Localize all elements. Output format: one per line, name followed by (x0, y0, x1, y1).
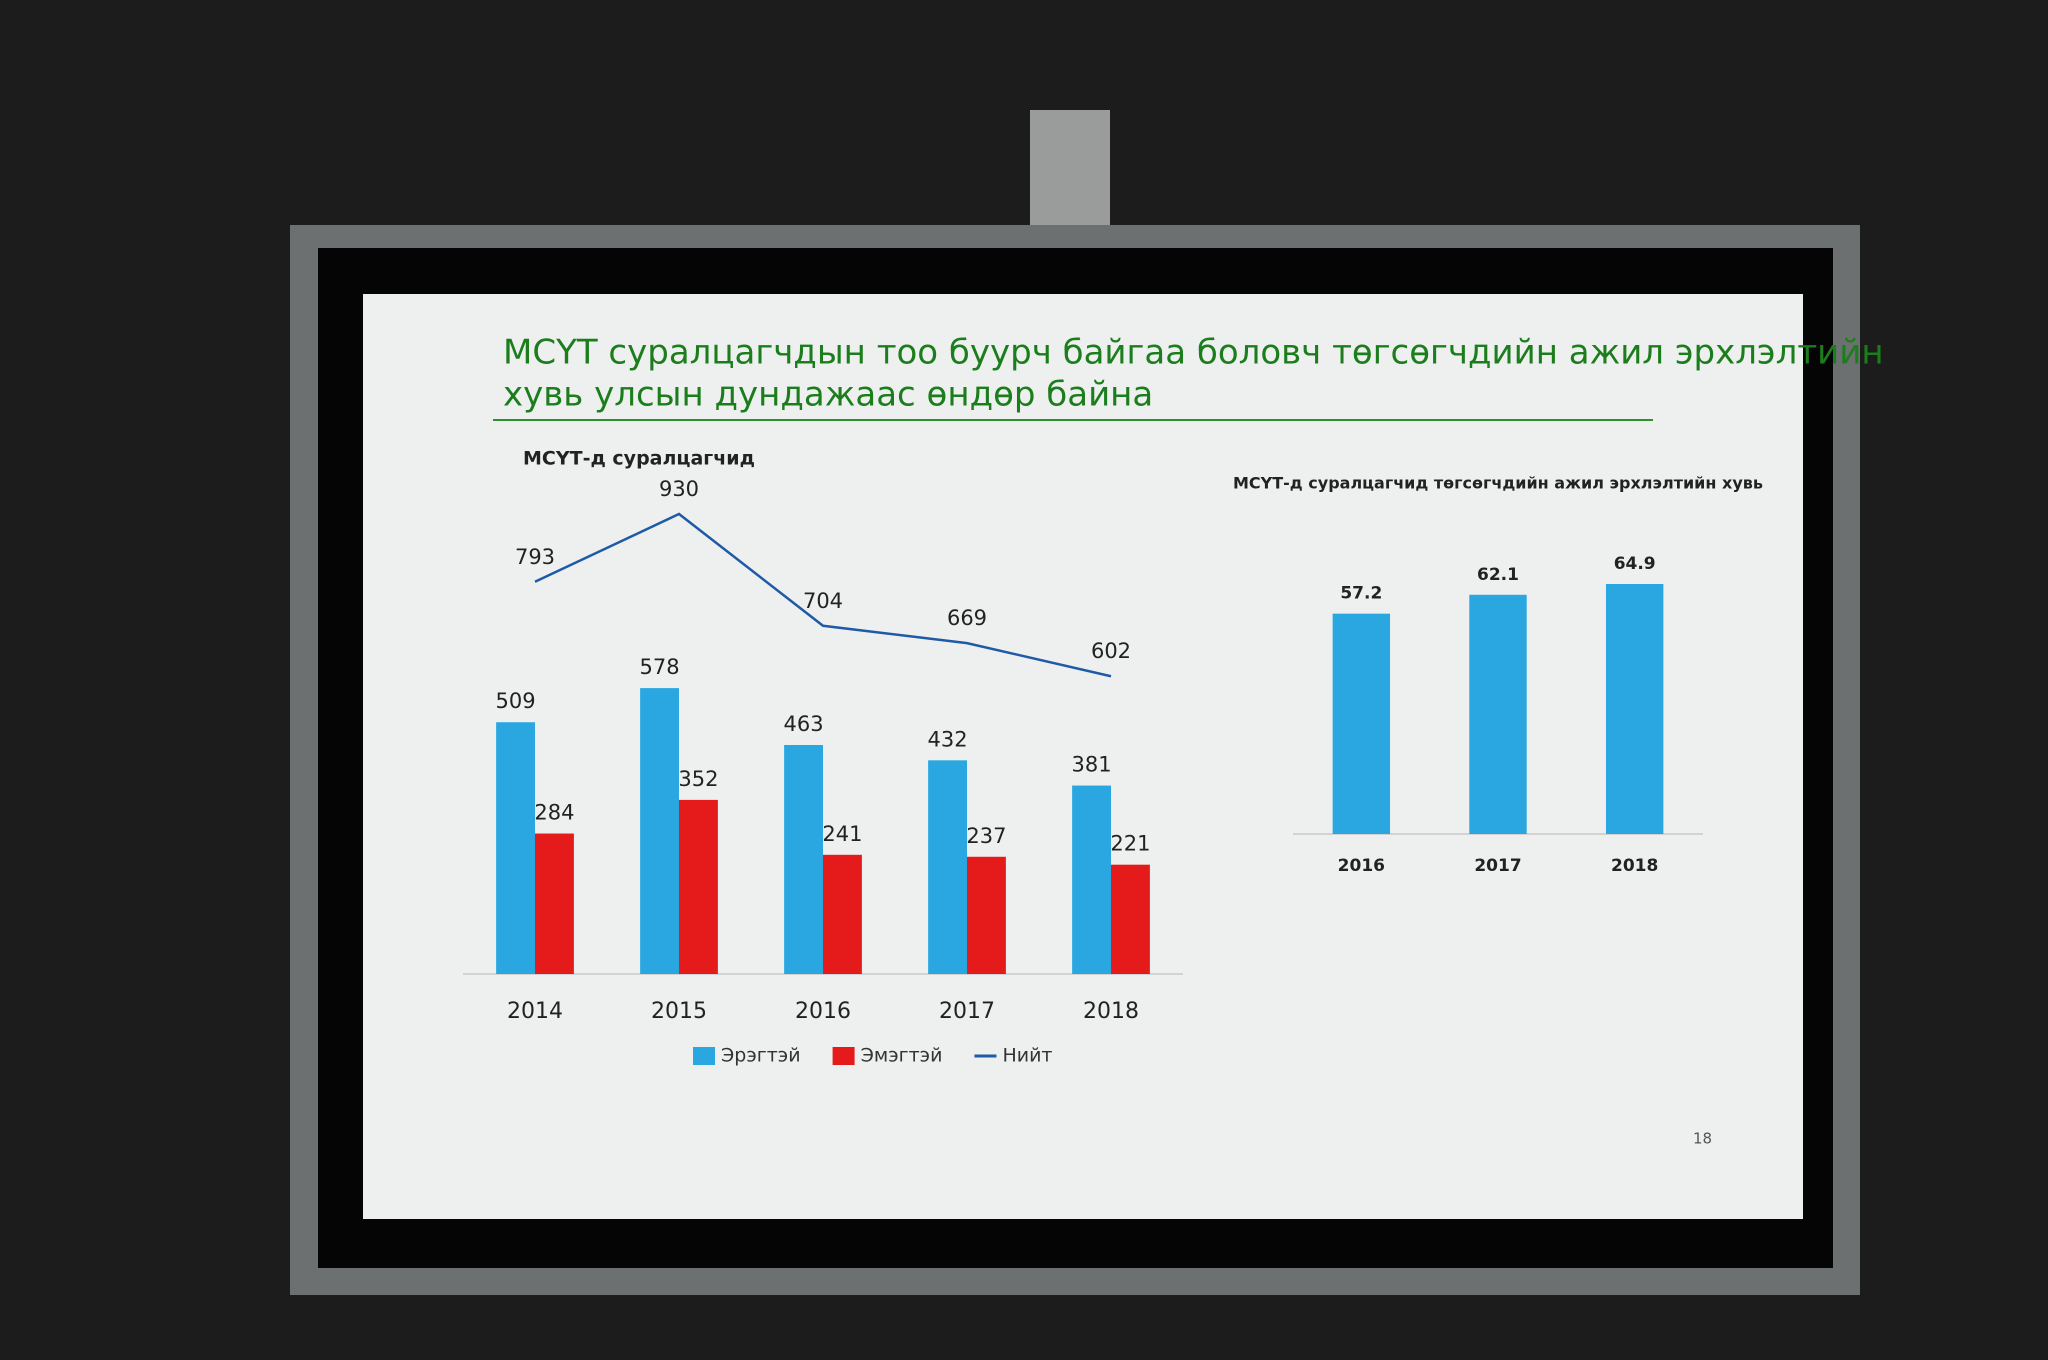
slide-title: МСҮТ суралцагчдын тоо буурч байгаа болов… (503, 333, 1884, 373)
bar (496, 722, 535, 974)
bar (823, 854, 862, 974)
data-label: 57.2 (1340, 584, 1382, 604)
chart-title: МСҮТ-д суралцагчид (523, 448, 755, 470)
x-tick-label: 2018 (1083, 999, 1139, 1024)
bar (1332, 613, 1391, 834)
data-label: 602 (1091, 639, 1131, 663)
bar (1072, 785, 1111, 974)
data-label: 578 (640, 655, 680, 679)
x-tick-label: 2016 (795, 999, 851, 1024)
slide-title: хувь улсын дундажаас өндөр байна (503, 375, 1153, 415)
data-label: 432 (928, 727, 968, 751)
slide-bg (363, 294, 1803, 1219)
chart-title: МСҮТ-д суралцагчид төгсөгчдийн ажил эрхл… (1233, 474, 1763, 493)
data-label: 352 (678, 767, 718, 791)
x-tick-label: 2014 (507, 999, 563, 1024)
data-label: 793 (515, 545, 555, 569)
x-tick-label: 2015 (651, 999, 707, 1024)
data-label: 64.9 (1614, 554, 1656, 574)
bar (640, 688, 679, 974)
legend-label: Эрэгтэй (721, 1045, 801, 1067)
data-label: 284 (534, 801, 574, 825)
bar (928, 760, 967, 974)
bar (679, 799, 718, 974)
page-number: 18 (1693, 1130, 1712, 1148)
x-tick-label: 2017 (939, 999, 995, 1024)
data-label: 704 (803, 589, 843, 613)
x-tick-label: 2017 (1474, 856, 1521, 876)
x-tick-label: 2018 (1611, 856, 1658, 876)
data-label: 237 (966, 824, 1006, 848)
x-tick-label: 2016 (1338, 856, 1385, 876)
data-label: 241 (822, 822, 862, 846)
line (534, 512, 1112, 678)
bar (967, 856, 1006, 974)
bar (1605, 584, 1664, 834)
legend-label: Эмэгтэй (861, 1045, 943, 1067)
bar (784, 744, 823, 974)
bar (1111, 864, 1150, 974)
legend-swatch (693, 1047, 715, 1065)
data-label: 62.1 (1477, 565, 1519, 585)
slide: МСҮТ суралцагчдын тоо буурч байгаа болов… (363, 294, 1884, 1219)
data-label: 221 (1110, 832, 1150, 856)
data-label: 930 (659, 477, 699, 501)
data-label: 509 (496, 689, 536, 713)
legend-label: Нийт (1002, 1045, 1052, 1067)
data-label: 463 (784, 712, 824, 736)
data-label: 669 (947, 606, 987, 630)
legend-swatch (832, 1047, 855, 1065)
data-label: 381 (1072, 753, 1112, 777)
bar (1469, 594, 1527, 834)
bar (535, 833, 574, 974)
